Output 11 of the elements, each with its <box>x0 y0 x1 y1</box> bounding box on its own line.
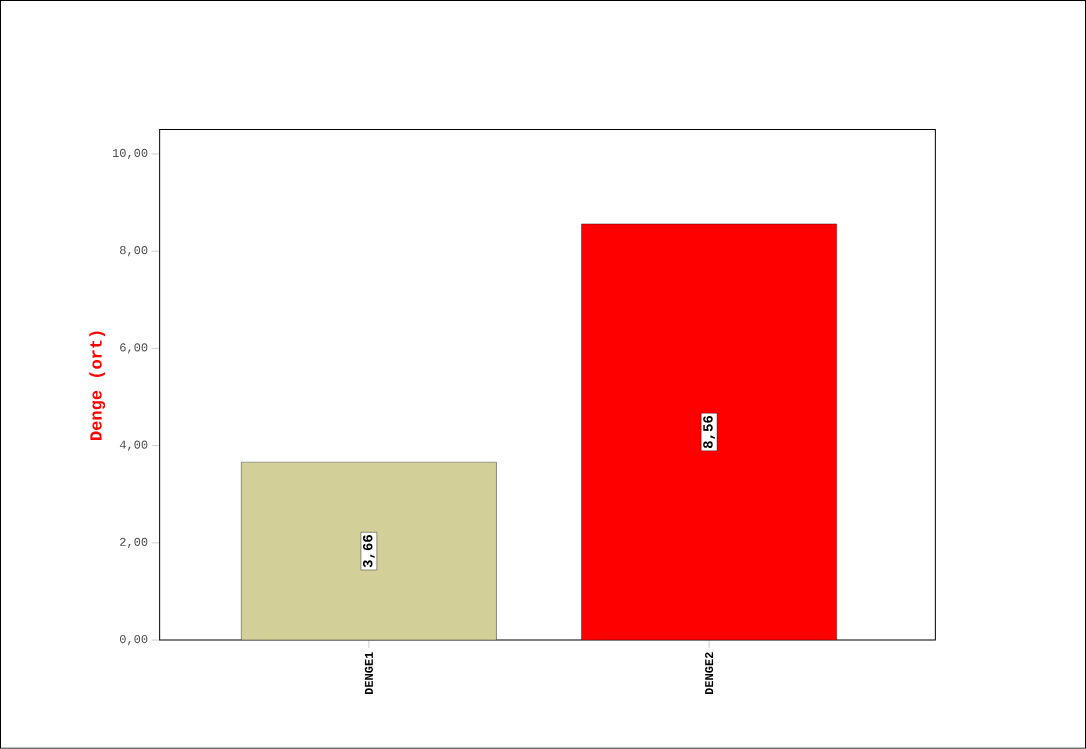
y-tick-label: 10,00 <box>112 149 148 160</box>
y-tick-label: 8,00 <box>120 246 148 257</box>
y-tick-label: 2,00 <box>120 537 148 549</box>
data-label: 3,66 <box>362 535 375 568</box>
y-tick-label: 0,00 <box>120 635 148 646</box>
y-axis-title: Denge (ort) <box>89 331 106 441</box>
y-tick-label: 6,00 <box>120 343 148 354</box>
x-tick-label: DENGE2 <box>705 652 714 695</box>
x-tick-label: DENGE1 <box>364 652 373 695</box>
data-label: 8,56 <box>703 416 716 449</box>
y-tick-label: 4,00 <box>119 440 148 451</box>
